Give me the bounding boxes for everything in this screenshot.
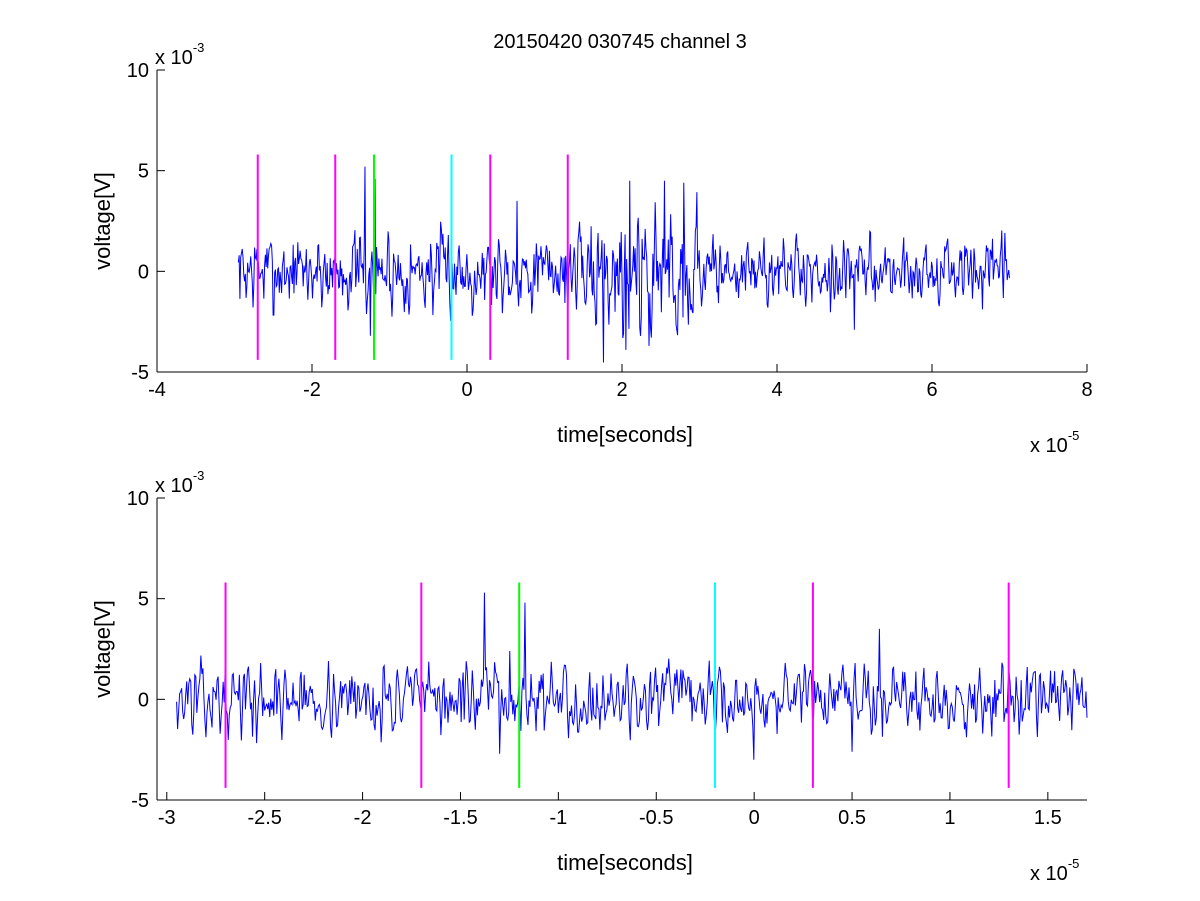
subplot2-x-tick-label: -0.5 (639, 807, 673, 829)
subplot1-x-tick-label: -2 (303, 379, 321, 401)
subplot2-y-tick-label: 10 (127, 488, 149, 510)
subplot2-x-label: time[seconds] (557, 850, 693, 875)
subplot2-y-label: voltage[V] (90, 600, 115, 698)
subplot2-x-tick-label: 1 (944, 807, 955, 829)
subplot1-y-tick-label: 0 (138, 261, 149, 283)
figure-title: 20150420 030745 channel 3 (493, 31, 747, 53)
subplot2-y-tick-label: -5 (131, 790, 149, 812)
subplot2-x-tick-label: -1 (549, 807, 567, 829)
bottom-subplot: -3 -2.5 -2 -1.5 -1 -0.5 0 0.5 1 1.5 -5 0 5 10 time[sec… (90, 468, 1088, 885)
subplot2-x-tick-label: 0.5 (838, 807, 866, 829)
subplot2-x-tick-label: 1.5 (1034, 807, 1062, 829)
subplot2-y-tick-label: 5 (138, 589, 149, 611)
subplot2-x-tick-label: -3 (158, 807, 176, 829)
subplot1-x-tick-label: 0 (461, 379, 472, 401)
subplot2-x-exponent-power: -5 (1068, 856, 1080, 871)
subplot2-x-tick-label: -2 (354, 807, 372, 829)
subplot2-x-tick-label: -1.5 (443, 807, 477, 829)
subplot2-y-tick-label: 0 (138, 689, 149, 711)
subplot1-x-tick-label: 4 (771, 379, 782, 401)
subplot1-x-tick-label: 8 (1081, 379, 1092, 401)
subplot1-x-tick-label: -4 (148, 379, 166, 401)
subplot1-y-tick-label: -5 (131, 362, 149, 384)
subplot1-x-tick-label: 2 (616, 379, 627, 401)
subplot2-signal-line (176, 592, 1088, 760)
subplot2-y-exponent-power: -3 (193, 468, 205, 483)
subplot1-x-tick-label: 6 (926, 379, 937, 401)
subplot1-y-label: voltage[V] (90, 172, 115, 270)
top-subplot: -4 -2 0 2 4 6 8-50510time[seconds]voltage[V]x … (90, 40, 1093, 457)
subplot2-x-tick-label: 0 (749, 807, 760, 829)
subplot2-x-tick-label: -2.5 (247, 807, 281, 829)
subplot1-x-exponent-power: -5 (1068, 428, 1080, 443)
subplot1-x-label: time[seconds] (557, 422, 693, 447)
subplot1-y-tick-label: 5 (138, 161, 149, 183)
subplot1-y-tick-label: 10 (127, 60, 149, 82)
subplot1-y-exponent-power: -3 (193, 40, 205, 55)
subplot1-signal-line (237, 166, 1010, 363)
